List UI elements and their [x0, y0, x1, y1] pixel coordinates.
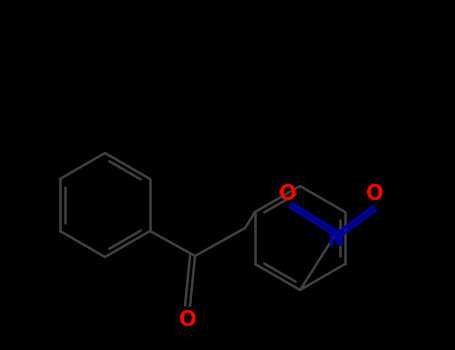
Text: N: N: [327, 231, 343, 250]
Text: O: O: [279, 184, 297, 204]
Text: O: O: [179, 310, 197, 330]
Text: O: O: [366, 184, 384, 204]
